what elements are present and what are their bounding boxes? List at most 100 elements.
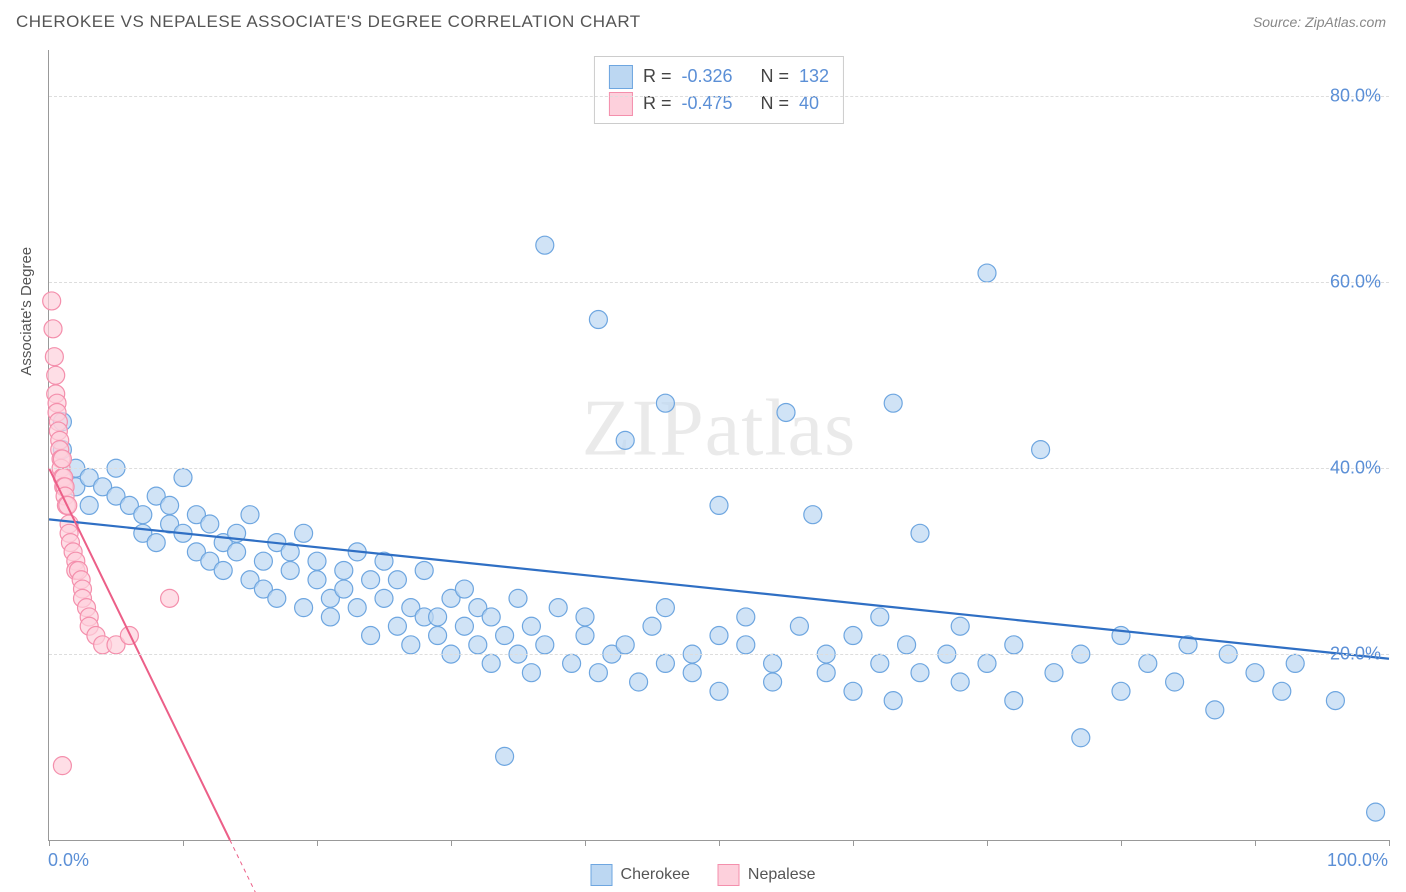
- ytick-label: 20.0%: [1330, 644, 1381, 665]
- data-point: [429, 608, 447, 626]
- data-point: [1045, 664, 1063, 682]
- data-point: [710, 627, 728, 645]
- data-point: [777, 403, 795, 421]
- legend-stats: R =-0.326N =132R =-0.475N =40: [594, 56, 844, 124]
- data-point: [281, 561, 299, 579]
- data-point: [884, 394, 902, 412]
- data-point: [53, 757, 71, 775]
- data-point: [817, 664, 835, 682]
- data-point: [549, 599, 567, 617]
- gridline: [49, 654, 1389, 655]
- data-point: [388, 617, 406, 635]
- data-point: [455, 580, 473, 598]
- data-point: [201, 515, 219, 533]
- data-point: [589, 664, 607, 682]
- ytick-label: 40.0%: [1330, 458, 1381, 479]
- data-point: [509, 589, 527, 607]
- chart-title: CHEROKEE VS NEPALESE ASSOCIATE'S DEGREE …: [16, 12, 641, 32]
- data-point: [1112, 682, 1130, 700]
- data-point: [174, 469, 192, 487]
- xtick: [1389, 840, 1390, 846]
- xtick: [317, 840, 318, 846]
- data-point: [161, 496, 179, 514]
- data-point: [563, 654, 581, 672]
- data-point: [898, 636, 916, 654]
- data-point: [1166, 673, 1184, 691]
- data-point: [804, 506, 822, 524]
- xtick: [451, 840, 452, 846]
- data-point: [45, 348, 63, 366]
- legend-label: Nepalese: [748, 866, 816, 884]
- data-point: [844, 682, 862, 700]
- r-label: R =: [643, 90, 672, 117]
- legend-swatch: [609, 65, 633, 89]
- data-point: [522, 617, 540, 635]
- data-point: [308, 552, 326, 570]
- data-point: [1005, 692, 1023, 710]
- data-point: [764, 673, 782, 691]
- ytick-label: 60.0%: [1330, 272, 1381, 293]
- r-label: R =: [643, 63, 672, 90]
- xtick: [1121, 840, 1122, 846]
- n-value: 132: [799, 63, 829, 90]
- data-point: [871, 608, 889, 626]
- legend-stat-row: R =-0.475N =40: [609, 90, 829, 117]
- trend-line-ext: [230, 840, 270, 892]
- data-point: [214, 561, 232, 579]
- data-point: [616, 636, 634, 654]
- data-point: [455, 617, 473, 635]
- xtick: [183, 840, 184, 846]
- data-point: [429, 627, 447, 645]
- data-point: [47, 366, 65, 384]
- data-point: [1072, 729, 1090, 747]
- xtick-label: 0.0%: [48, 850, 89, 871]
- data-point: [951, 673, 969, 691]
- legend-item: Nepalese: [718, 864, 816, 886]
- legend-swatch: [609, 92, 633, 116]
- data-point: [737, 636, 755, 654]
- legend-stat-row: R = -0.326 N = 132: [609, 63, 829, 90]
- data-point: [978, 264, 996, 282]
- data-point: [415, 561, 433, 579]
- data-point: [295, 524, 313, 542]
- scatter-plot: [49, 50, 1389, 840]
- data-point: [737, 608, 755, 626]
- data-point: [1139, 654, 1157, 672]
- data-point: [951, 617, 969, 635]
- data-point: [844, 627, 862, 645]
- r-value: -0.326: [681, 63, 732, 90]
- y-axis-label: Associate's Degree: [18, 247, 35, 376]
- xtick: [853, 840, 854, 846]
- data-point: [911, 664, 929, 682]
- data-point: [482, 654, 500, 672]
- xtick: [585, 840, 586, 846]
- n-label: N =: [761, 63, 790, 90]
- data-point: [496, 627, 514, 645]
- gridline: [49, 468, 1389, 469]
- xtick-label: 100.0%: [1327, 850, 1388, 871]
- data-point: [375, 589, 393, 607]
- data-point: [1367, 803, 1385, 821]
- data-point: [1273, 682, 1291, 700]
- data-point: [576, 627, 594, 645]
- data-point: [254, 552, 272, 570]
- data-point: [589, 311, 607, 329]
- xtick: [987, 840, 988, 846]
- data-point: [1005, 636, 1023, 654]
- data-point: [469, 636, 487, 654]
- data-point: [348, 599, 366, 617]
- data-point: [1246, 664, 1264, 682]
- data-point: [884, 692, 902, 710]
- data-point: [44, 320, 62, 338]
- legend-label: Cherokee: [621, 866, 690, 884]
- r-value: -0.475: [681, 90, 732, 117]
- data-point: [402, 636, 420, 654]
- data-point: [80, 496, 98, 514]
- data-point: [643, 617, 661, 635]
- data-point: [978, 654, 996, 672]
- data-point: [362, 571, 380, 589]
- xtick: [49, 840, 50, 846]
- data-point: [241, 506, 259, 524]
- ytick-label: 80.0%: [1330, 86, 1381, 107]
- data-point: [362, 627, 380, 645]
